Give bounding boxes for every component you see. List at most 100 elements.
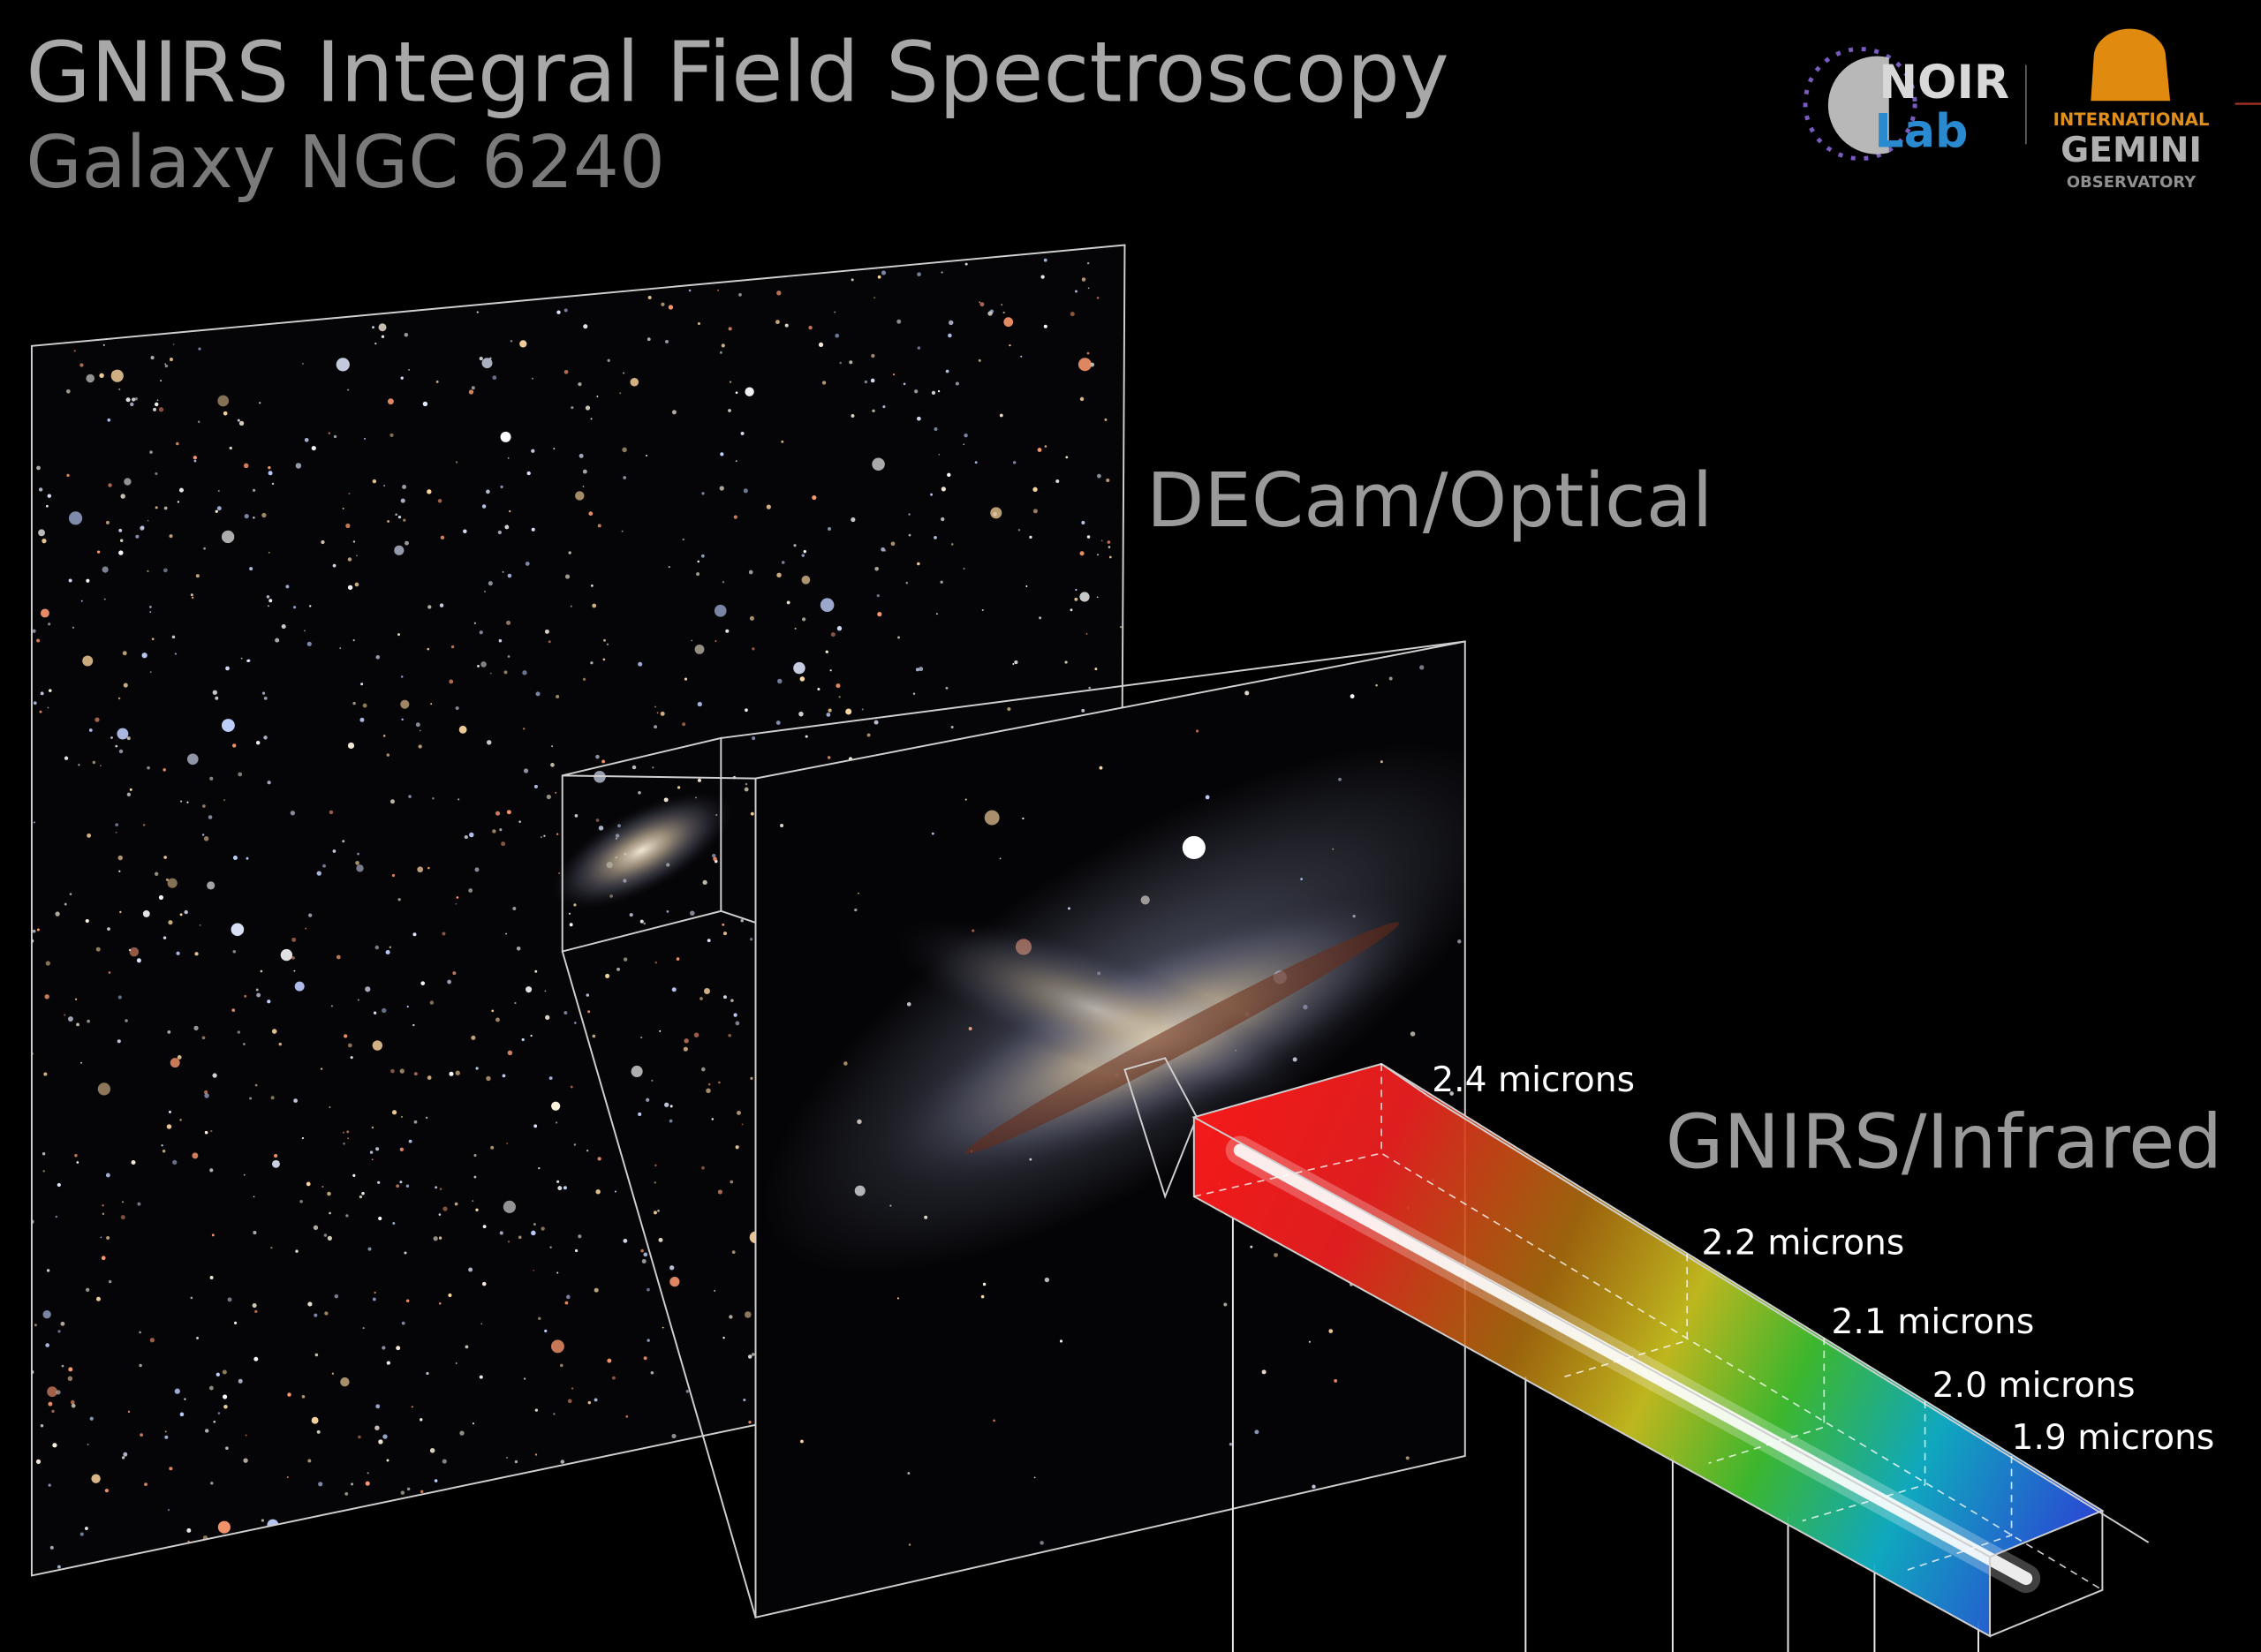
star <box>399 1181 403 1184</box>
star <box>150 356 155 360</box>
star <box>68 1367 73 1372</box>
star <box>342 840 345 843</box>
galaxy-image <box>755 641 1465 1618</box>
star <box>320 1067 323 1070</box>
star <box>343 1143 345 1145</box>
star <box>161 1144 163 1147</box>
star <box>701 1165 705 1170</box>
star <box>722 1336 725 1339</box>
star <box>390 1068 395 1074</box>
star <box>197 420 200 423</box>
star <box>525 562 530 566</box>
star <box>332 849 337 853</box>
star <box>167 1509 170 1512</box>
star <box>391 1110 397 1115</box>
star <box>89 1416 94 1421</box>
star <box>450 645 455 649</box>
star <box>1375 683 1378 687</box>
star <box>344 1491 349 1496</box>
star <box>800 1439 804 1444</box>
star <box>295 463 302 469</box>
star <box>597 524 601 528</box>
star <box>301 1136 305 1140</box>
star <box>207 881 216 890</box>
star <box>186 753 199 766</box>
star <box>223 1394 228 1399</box>
star <box>174 1388 180 1394</box>
star <box>271 1029 277 1034</box>
star <box>704 988 710 995</box>
star <box>311 445 316 451</box>
star <box>741 1123 744 1126</box>
star <box>356 554 358 557</box>
star <box>897 636 901 639</box>
star <box>160 380 162 381</box>
star <box>168 1110 171 1113</box>
star <box>575 491 585 501</box>
star <box>1074 597 1078 601</box>
star <box>119 910 122 914</box>
star <box>155 506 158 509</box>
star <box>950 725 954 729</box>
star <box>290 811 296 816</box>
star <box>740 431 745 435</box>
star <box>896 1297 900 1300</box>
star <box>347 742 355 750</box>
star <box>623 476 626 479</box>
star <box>193 456 198 460</box>
star <box>117 1039 121 1044</box>
star <box>480 1323 483 1325</box>
star <box>464 834 468 840</box>
star <box>102 566 109 573</box>
star <box>1250 1245 1253 1248</box>
star <box>694 644 705 654</box>
star <box>420 1490 424 1494</box>
star <box>244 994 247 998</box>
star <box>139 1331 141 1334</box>
star <box>126 792 132 796</box>
star <box>912 692 916 695</box>
star <box>537 1316 541 1321</box>
star <box>668 566 670 569</box>
star <box>253 1231 257 1235</box>
star <box>119 539 124 543</box>
star <box>984 810 1000 826</box>
star <box>563 308 568 313</box>
star <box>706 1088 711 1094</box>
star <box>382 1346 386 1350</box>
star <box>1012 663 1015 665</box>
star <box>1419 665 1425 670</box>
star <box>747 1354 752 1359</box>
star <box>793 544 797 547</box>
star <box>872 457 885 471</box>
star <box>1022 817 1025 820</box>
star <box>1449 1091 1455 1096</box>
star <box>521 1037 525 1042</box>
star <box>313 1225 319 1231</box>
star <box>125 1019 128 1022</box>
star <box>354 582 359 587</box>
star <box>714 604 727 617</box>
star <box>174 653 177 655</box>
star <box>826 713 831 717</box>
star <box>308 913 313 917</box>
star <box>70 1399 75 1405</box>
star <box>163 936 167 939</box>
star <box>1079 396 1085 402</box>
star <box>1059 1339 1063 1343</box>
star <box>253 1356 259 1362</box>
star <box>97 1082 111 1096</box>
star <box>117 995 122 999</box>
star <box>91 1474 101 1483</box>
star <box>120 1215 125 1220</box>
star <box>574 1022 577 1024</box>
star <box>435 1186 438 1189</box>
star <box>664 1102 669 1107</box>
star <box>243 1043 246 1045</box>
star <box>249 1097 253 1100</box>
star <box>172 1159 178 1165</box>
star <box>533 1124 538 1128</box>
star <box>440 535 445 540</box>
star <box>974 461 978 464</box>
star <box>352 701 356 705</box>
